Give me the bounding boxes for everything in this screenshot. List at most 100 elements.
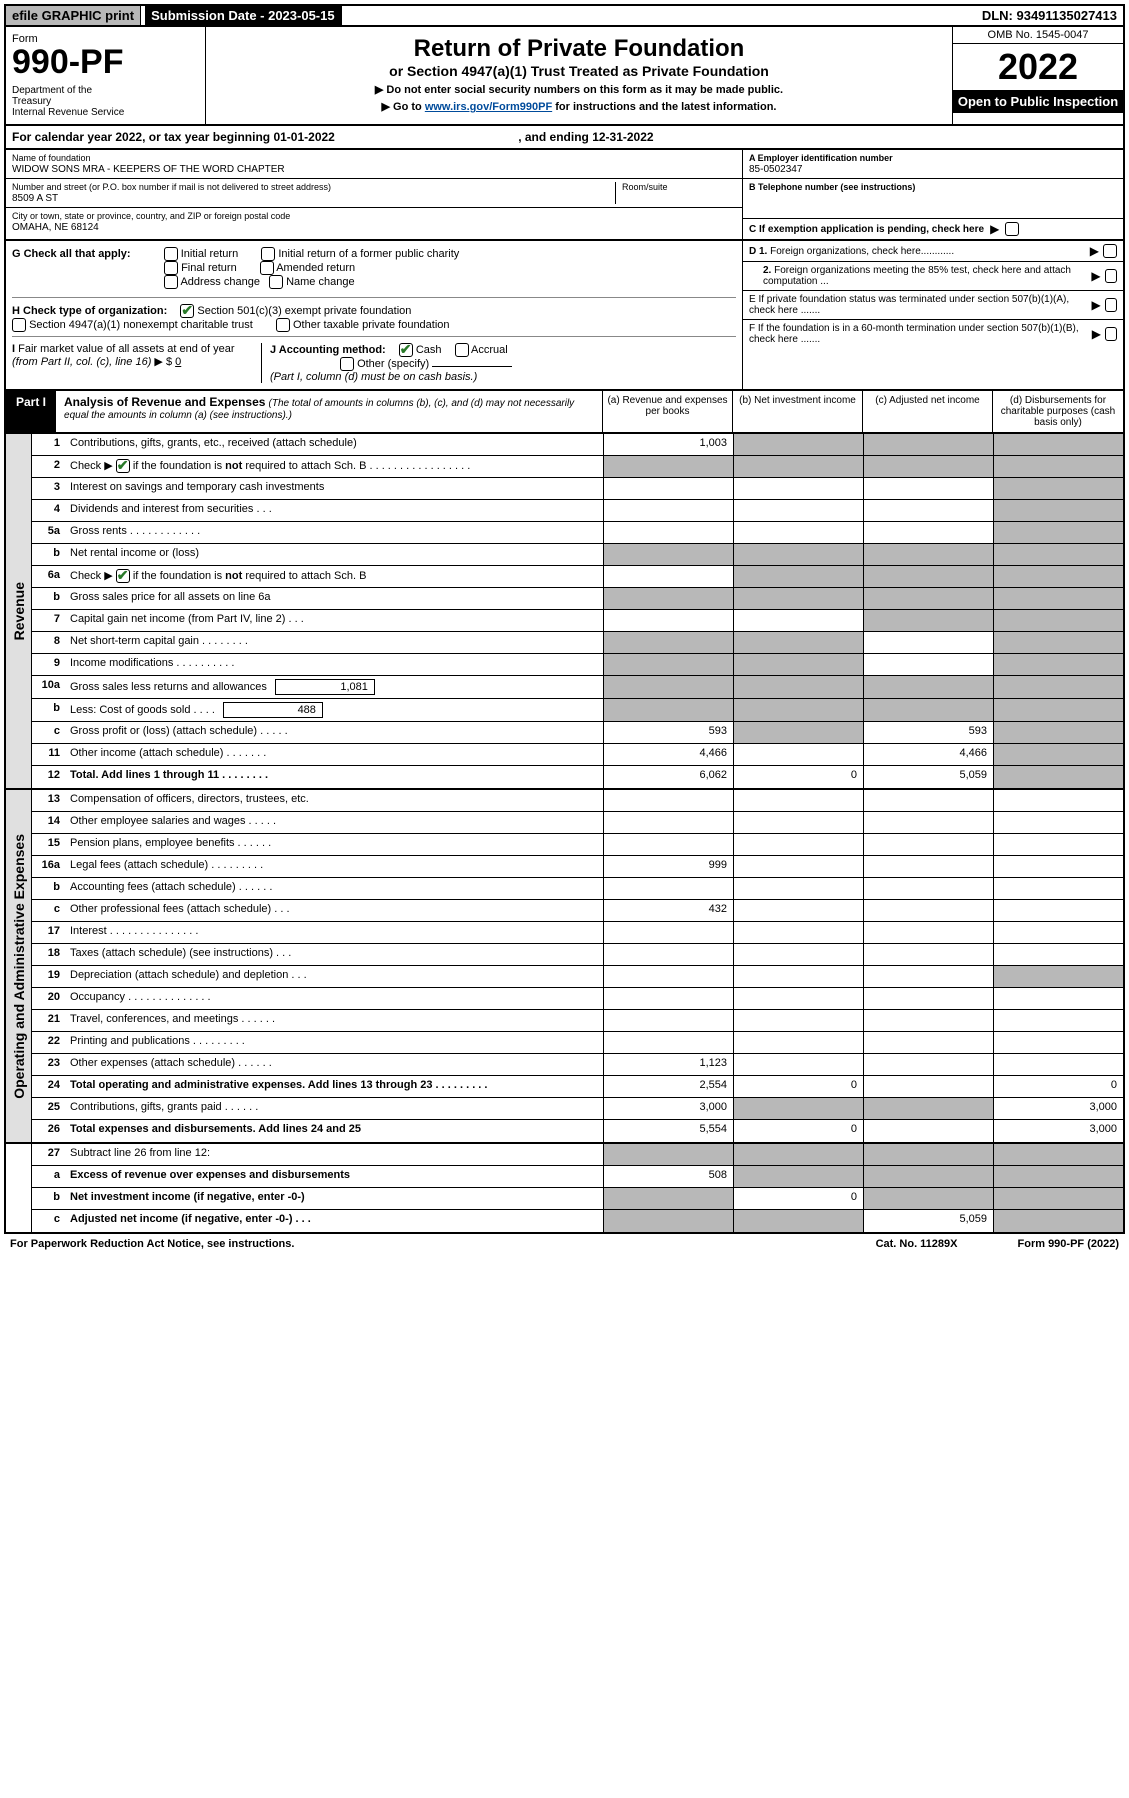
col-b-header: (b) Net investment income [733,391,863,432]
col-d-header: (d) Disbursements for charitable purpose… [993,391,1123,432]
line-4: 4Dividends and interest from securities … [32,500,1123,522]
d2-checkbox[interactable] [1105,269,1117,283]
efile-badge: efile GRAPHIC print [6,6,141,25]
part1-title: Analysis of Revenue and Expenses [64,395,265,409]
line-22: 22Printing and publications . . . . . . … [32,1032,1123,1054]
line-b: bLess: Cost of goods sold . . . .488 [32,699,1123,722]
c-checkbox[interactable] [1005,222,1019,236]
line-6a: 6aCheck ▶ if the foundation is not requi… [32,566,1123,588]
revenue-section: Revenue 1Contributions, gifts, grants, e… [4,434,1125,790]
line-16a: 16aLegal fees (attach schedule) . . . . … [32,856,1123,878]
instruction-1: ▶ Do not enter social security numbers o… [218,83,940,96]
line-20: 20Occupancy . . . . . . . . . . . . . . [32,988,1123,1010]
line-12: 12Total. Add lines 1 through 11 . . . . … [32,766,1123,788]
g-label: G Check all that apply: [12,248,131,260]
submission-date: Submission Date - 2023-05-15 [145,6,342,25]
revenue-label: Revenue [6,434,32,788]
line-b: bGross sales price for all assets on lin… [32,588,1123,610]
line-23: 23Other expenses (attach schedule) . . .… [32,1054,1123,1076]
omb-number: OMB No. 1545-0047 [953,27,1123,44]
line-21: 21Travel, conferences, and meetings . . … [32,1010,1123,1032]
line-7: 7Capital gain net income (from Part IV, … [32,610,1123,632]
accrual-check[interactable] [455,343,469,357]
other-taxable-check[interactable] [276,318,290,332]
other-method-check[interactable] [340,357,354,371]
line-15: 15Pension plans, employee benefits . . .… [32,834,1123,856]
f-checkbox[interactable] [1105,327,1117,341]
line-9: 9Income modifications . . . . . . . . . … [32,654,1123,676]
ein-value: 85-0502347 [749,164,1117,175]
line-3: 3Interest on savings and temporary cash … [32,478,1123,500]
expenses-label: Operating and Administrative Expenses [6,790,32,1142]
line-17: 17Interest . . . . . . . . . . . . . . . [32,922,1123,944]
expenses-section: Operating and Administrative Expenses 13… [4,790,1125,1144]
e-checkbox[interactable] [1105,298,1117,312]
form-header: Form 990-PF Department of theTreasuryInt… [4,27,1125,126]
footer-cat: Cat. No. 11289X [876,1238,958,1250]
j-note: (Part I, column (d) must be on cash basi… [270,371,477,383]
initial-former-check[interactable] [261,247,275,261]
line-c: cOther professional fees (attach schedul… [32,900,1123,922]
line-25: 25Contributions, gifts, grants paid . . … [32,1098,1123,1120]
city-label: City or town, state or province, country… [12,211,736,221]
page-footer: For Paperwork Reduction Act Notice, see … [4,1234,1125,1254]
ein-label: A Employer identification number [749,153,1117,163]
form-subtitle: or Section 4947(a)(1) Trust Treated as P… [218,63,940,79]
form-title: Return of Private Foundation [218,35,940,63]
name-label: Name of foundation [12,153,736,163]
cash-check[interactable] [399,343,413,357]
checks-section: G Check all that apply: Initial return I… [4,241,1125,391]
col-a-header: (a) Revenue and expenses per books [603,391,733,432]
amended-return-check[interactable] [260,261,274,275]
street-address: 8509 A ST [12,193,609,204]
part1-tab: Part I [6,391,56,432]
instruction-2: ▶ Go to www.irs.gov/Form990PF for instru… [218,100,940,113]
line-b: bNet investment income (if negative, ent… [32,1188,1123,1210]
line-5a: 5aGross rents . . . . . . . . . . . . [32,522,1123,544]
line-11: 11Other income (attach schedule) . . . .… [32,744,1123,766]
4947a1-check[interactable] [12,318,26,332]
line-27: 27Subtract line 26 from line 12: [32,1144,1123,1166]
tax-year: 2022 [953,44,1123,90]
line-1: 1Contributions, gifts, grants, etc., rec… [32,434,1123,456]
line-8: 8Net short-term capital gain . . . . . .… [32,632,1123,654]
line-19: 19Depreciation (attach schedule) and dep… [32,966,1123,988]
line-b: bNet rental income or (loss) [32,544,1123,566]
address-label: Number and street (or P.O. box number if… [12,182,609,192]
part1-header: Part I Analysis of Revenue and Expenses … [4,391,1125,434]
line-a: aExcess of revenue over expenses and dis… [32,1166,1123,1188]
fmv-value: 0 [175,356,181,368]
form-number: 990-PF [12,45,199,79]
top-bar: efile GRAPHIC print Submission Date - 20… [4,4,1125,27]
dln: DLN: 93491135027413 [976,6,1123,25]
identification-section: Name of foundation WIDOW SONS MRA - KEEP… [4,150,1125,241]
line-24: 24Total operating and administrative exp… [32,1076,1123,1098]
line-13: 13Compensation of officers, directors, t… [32,790,1123,812]
line-26: 26Total expenses and disbursements. Add … [32,1120,1123,1142]
line-2: 2Check ▶ if the foundation is not requir… [32,456,1123,478]
footer-left: For Paperwork Reduction Act Notice, see … [10,1238,294,1250]
department: Department of theTreasuryInternal Revenu… [12,85,199,118]
foundation-name: WIDOW SONS MRA - KEEPERS OF THE WORD CHA… [12,164,736,175]
footer-form: Form 990-PF (2022) [1018,1238,1120,1250]
telephone-label: B Telephone number (see instructions) [749,182,1117,192]
initial-return-check[interactable] [164,247,178,261]
address-change-check[interactable] [164,275,178,289]
f-label: F If the foundation is in a 60-month ter… [749,323,1088,345]
d1-checkbox[interactable] [1103,244,1117,258]
line-c: cAdjusted net income (if negative, enter… [32,1210,1123,1232]
summary-section: 27Subtract line 26 from line 12:aExcess … [4,1144,1125,1234]
final-return-check[interactable] [164,261,178,275]
501c3-check[interactable] [180,304,194,318]
c-label: C If exemption application is pending, c… [749,224,984,235]
open-inspection: Open to Public Inspection [953,90,1123,113]
room-label: Room/suite [622,182,736,192]
line-14: 14Other employee salaries and wages . . … [32,812,1123,834]
name-change-check[interactable] [269,275,283,289]
col-c-header: (c) Adjusted net income [863,391,993,432]
h-label: H Check type of organization: [12,305,167,317]
irs-link[interactable]: www.irs.gov/Form990PF [425,101,552,113]
line-18: 18Taxes (attach schedule) (see instructi… [32,944,1123,966]
line-10a: 10aGross sales less returns and allowanc… [32,676,1123,699]
calendar-year-row: For calendar year 2022, or tax year begi… [4,126,1125,150]
